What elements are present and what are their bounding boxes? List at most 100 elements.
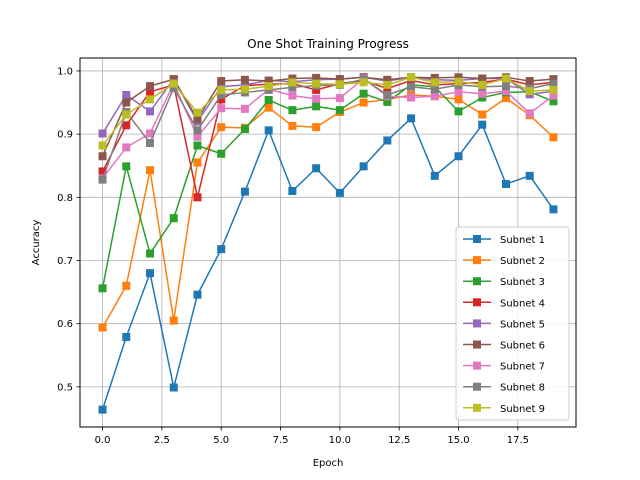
legend-label: Subnet 2 [500, 256, 545, 267]
data-point [264, 82, 273, 91]
y-tick-label: 0.9 [57, 130, 73, 141]
data-point [146, 138, 155, 147]
legend: Subnet 1 Subnet 2 Subnet 3 Subnet 4 Subnet 5… [455, 226, 570, 421]
data-point [335, 188, 344, 197]
data-point [288, 83, 297, 92]
data-point [430, 85, 439, 94]
data-point [217, 95, 226, 104]
data-point [525, 77, 534, 86]
data-point [335, 106, 344, 115]
data-point [478, 80, 487, 89]
x-tick-label: 17.5 [507, 435, 529, 446]
data-point [549, 85, 558, 94]
data-point [193, 290, 202, 299]
data-point [169, 383, 178, 392]
legend-label: Subnet 8 [500, 383, 545, 394]
data-point [217, 245, 226, 254]
data-point [288, 187, 297, 196]
y-tick-label: 0.7 [57, 256, 73, 267]
data-point [264, 126, 273, 135]
data-point [122, 90, 131, 99]
legend-item: Subnet 8 [463, 382, 545, 394]
data-point [122, 332, 131, 341]
axis-ticks: 0.0 2.5 5.0 7.5 10.0 12.5 15.0 17.5 0.5 0.6 0.7 0.8… [57, 66, 529, 446]
x-tick-label: 5.0 [213, 435, 229, 446]
y-tick-label: 1.0 [57, 66, 73, 77]
legend-item: Subnet 9 [463, 403, 545, 415]
data-point [335, 80, 344, 89]
y-tick-label: 0.6 [57, 319, 73, 330]
data-point [146, 82, 155, 91]
data-point [98, 405, 107, 414]
data-point [146, 107, 155, 116]
data-point [264, 103, 273, 112]
data-point [217, 77, 226, 86]
legend-marker [473, 319, 481, 328]
data-point [240, 80, 249, 89]
data-point [169, 214, 178, 223]
y-axis-label: Accuracy [31, 220, 42, 266]
data-point [549, 133, 558, 142]
data-point [193, 108, 202, 117]
legend-marker [473, 403, 481, 412]
legend-label: Subnet 9 [500, 404, 545, 415]
data-point [146, 166, 155, 175]
legend-marker [473, 256, 481, 265]
data-point [525, 87, 534, 96]
data-point [217, 104, 226, 113]
data-point [359, 162, 368, 171]
data-point [193, 126, 202, 135]
data-point [193, 193, 202, 202]
data-point [240, 187, 249, 196]
data-point [312, 123, 321, 132]
data-point [383, 80, 392, 89]
data-point [122, 162, 131, 171]
data-point [288, 121, 297, 130]
data-point [525, 171, 534, 180]
data-point [383, 97, 392, 106]
data-point [335, 75, 344, 84]
series-1 [98, 114, 558, 414]
data-point [98, 323, 107, 332]
data-point [454, 95, 463, 104]
legend-item: Subnet 5 [463, 319, 545, 330]
data-point [312, 102, 321, 111]
data-point [549, 205, 558, 214]
data-point [501, 180, 510, 189]
legend-item: Subnet 3 [463, 277, 545, 288]
legend-marker [473, 340, 481, 349]
data-point [217, 85, 226, 94]
data-point [98, 141, 107, 150]
data-point [407, 114, 416, 123]
data-point [312, 94, 321, 103]
data-point [122, 281, 131, 290]
data-point [383, 90, 392, 99]
x-tick-label: 10.0 [329, 435, 351, 446]
data-point [193, 141, 202, 150]
legend-item: Subnet 4 [463, 298, 545, 309]
data-point [478, 89, 487, 98]
legend-label: Subnet 6 [500, 341, 545, 352]
data-point [217, 90, 226, 99]
data-point [169, 75, 178, 84]
data-point [454, 87, 463, 96]
data-point [454, 73, 463, 82]
data-point [430, 92, 439, 101]
data-point [217, 123, 226, 132]
data-point [549, 97, 558, 106]
legend-item: Subnet 1 [463, 235, 545, 246]
data-point [454, 77, 463, 86]
data-point [288, 106, 297, 115]
data-point [193, 114, 202, 123]
data-point [478, 74, 487, 83]
data-point [312, 79, 321, 88]
data-point [264, 77, 273, 86]
data-point [217, 149, 226, 158]
data-point [240, 104, 249, 113]
data-point [312, 85, 321, 94]
data-point [407, 73, 416, 82]
data-point [335, 94, 344, 103]
data-point [146, 269, 155, 278]
data-point [478, 110, 487, 119]
plot-frame [79, 57, 577, 428]
